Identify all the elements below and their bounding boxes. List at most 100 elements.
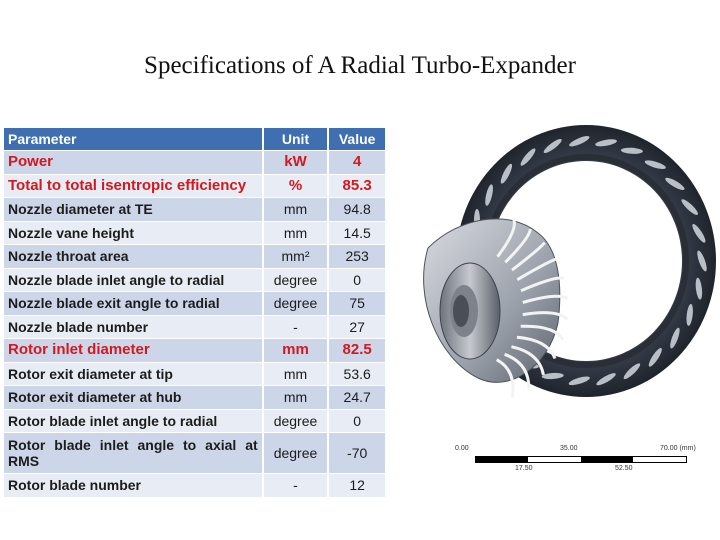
value-cell: 0 (329, 409, 385, 432)
table-row: Nozzle blade inlet angle to radial degree… (4, 268, 385, 291)
table-row: Rotor blade inlet angle to axial at RMS d… (4, 433, 385, 473)
nozzle-vane (569, 136, 590, 147)
table-row: Rotor blade inlet angle to radial degree 0 (4, 409, 385, 432)
value-cell: 0 (329, 268, 385, 291)
rotor-blade (516, 335, 557, 360)
unit-cell: - (263, 474, 328, 497)
value-cell: 75 (329, 292, 385, 315)
table-row: Power kW 4 (4, 151, 385, 174)
scale-bar: 0.00 35.00 70.00 (mm) 17.50 52.50 (455, 445, 715, 475)
param-cell: Rotor blade inlet angle to axial at RMS (4, 433, 262, 473)
unit-cell: % (263, 174, 328, 197)
turbo-expander-render (423, 125, 716, 398)
header-parameter: Parameter (4, 128, 262, 150)
value-cell: 94.8 (329, 198, 385, 221)
nozzle-vane (686, 303, 693, 326)
value-cell: 12 (329, 474, 385, 497)
nozzle-vane (623, 363, 641, 380)
unit-cell: - (263, 315, 328, 338)
rotor-blade (520, 276, 564, 293)
rotor-blade (504, 352, 531, 388)
value-cell: 24.7 (329, 386, 385, 409)
unit-cell: mm (263, 198, 328, 221)
param-cell: Nozzle blade exit angle to radial (4, 292, 262, 315)
rotor-blade (522, 311, 569, 321)
param-cell: Rotor exit diameter at hub (4, 386, 262, 409)
nozzle-vane (485, 184, 493, 206)
unit-cell: degree (263, 292, 328, 315)
turbo-expander-figure (398, 123, 718, 473)
header-unit: Unit (263, 128, 328, 150)
nozzle-vane (520, 148, 536, 166)
nozzle-vane (648, 347, 662, 367)
nozzle-vane (692, 223, 706, 243)
rotor-blade (522, 294, 569, 304)
slide-title: Specifications of A Radial Turbo-Expande… (144, 52, 576, 79)
table-row: Rotor exit diameter at tip mm 53.6 (4, 362, 385, 385)
table-row: Nozzle diameter at TE mm 94.8 (4, 198, 385, 221)
table-row: Total to total isentropic efficiency% 85.… (4, 174, 385, 197)
param-cell: Rotor exit diameter at tip (4, 362, 262, 385)
rotor-blades (495, 218, 569, 398)
value-cell: 27 (329, 315, 385, 338)
table-header-row: Parameter Unit Value (4, 128, 385, 150)
param-cell: Nozzle blade inlet angle to radial (4, 268, 262, 291)
specifications-table: Parameter Unit Value Power kW 4 Total to to… (2, 127, 387, 498)
scale-label-17-5: 17.50 (515, 465, 533, 472)
value-cell: 253 (329, 245, 385, 268)
scale-label-0: 0.00 (455, 445, 469, 452)
rotor-blade (516, 257, 557, 281)
table-row: Rotor blade number -12 (4, 474, 385, 497)
value-cell: 82.5 (329, 339, 385, 362)
unit-cell: mm (263, 339, 328, 362)
value-cell: 4 (329, 151, 385, 174)
unit-cell: kW (263, 151, 328, 174)
value-cell: 85.3 (329, 174, 385, 197)
rotor-blade (495, 358, 515, 398)
nozzle-vane (543, 138, 562, 154)
param-cell: Power (4, 151, 262, 174)
param-cell: Total to total isentropic efficiency (4, 174, 262, 197)
table-row: Nozzle blade exit angle to radial degree 7… (4, 292, 385, 315)
table-row: Nozzle throat area mm² 253 (4, 245, 385, 268)
rotor-blade (496, 218, 516, 258)
param-cell: Nozzle diameter at TE (4, 198, 262, 221)
param-cell: Nozzle blade number (4, 315, 262, 338)
value-cell: 53.6 (329, 362, 385, 385)
table-body: Power kW 4 Total to total isentropic effici… (4, 151, 385, 497)
nozzle-vane (697, 250, 707, 272)
scale-label-52-5: 52.50 (615, 465, 633, 472)
unit-cell: mm (263, 221, 328, 244)
nozzle-vane (644, 160, 666, 169)
nozzle-vane (670, 327, 680, 349)
table-row: Rotor inlet diameter mm 82.5 (4, 339, 385, 362)
rotor-blade (511, 241, 546, 272)
nozzle-vane (596, 373, 616, 386)
rotor (423, 218, 569, 398)
unit-cell: mm (263, 386, 328, 409)
scale-bar-graphic (475, 456, 687, 463)
unit-cell: degree (263, 409, 328, 432)
param-cell: Rotor blade number (4, 474, 262, 497)
param-cell: Rotor blade inlet angle to radial (4, 409, 262, 432)
nozzle-vane (568, 376, 590, 386)
scale-label-70: 70.00 (mm) (660, 445, 696, 452)
unit-cell: mm (263, 362, 328, 385)
table-row: Nozzle vane height mm 14.5 (4, 221, 385, 244)
table-row: Rotor exit diameter at hub mm 24.7 (4, 386, 385, 409)
nozzle-vane (695, 277, 703, 300)
unit-cell: mm² (263, 245, 328, 268)
scale-label-35: 35.00 (560, 445, 578, 452)
param-cell: Rotor inlet diameter (4, 339, 262, 362)
rotor-blade (520, 324, 565, 341)
nozzle-vane (595, 139, 617, 147)
table-row: Nozzle blade number -27 (4, 315, 385, 338)
rotor-blade (511, 345, 545, 376)
nozzle-vane (541, 372, 564, 380)
param-cell: Nozzle vane height (4, 221, 262, 244)
rotor-blade (504, 228, 532, 264)
value-cell: 14.5 (329, 221, 385, 244)
header-value: Value (329, 128, 385, 150)
unit-cell: degree (263, 268, 328, 291)
nozzle-vane (665, 177, 685, 190)
